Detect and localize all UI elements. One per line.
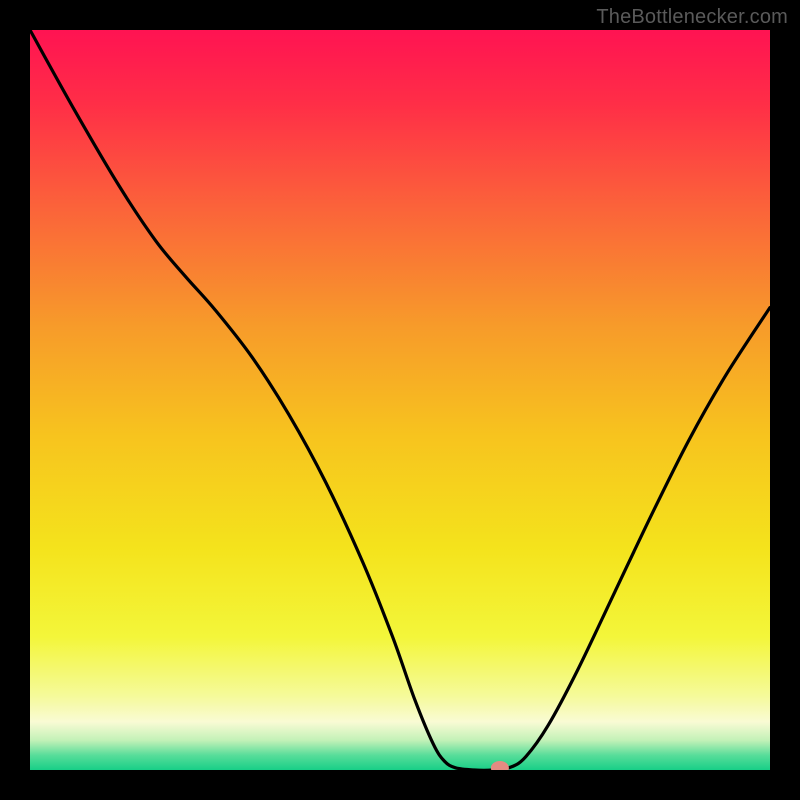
chart-container: TheBottlenecker.com (0, 0, 800, 800)
watermark-text: TheBottlenecker.com (596, 6, 788, 29)
chart-svg (0, 0, 800, 800)
bottleneck-chart (0, 0, 800, 800)
